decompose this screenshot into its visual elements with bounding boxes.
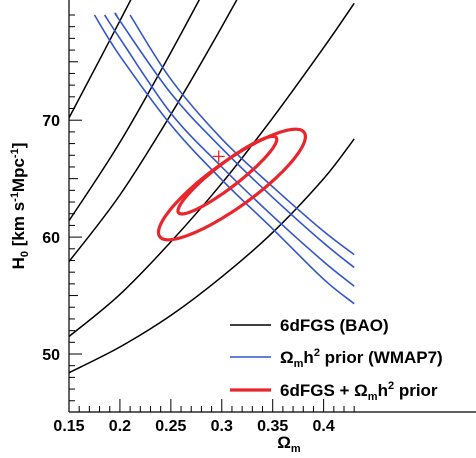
bao-curve-4 — [69, 0, 201, 222]
y-tick-labels: 50 60 70 — [42, 113, 60, 364]
y-axis-title: H0 [km s-1Mpc-1] — [9, 143, 31, 270]
contour-outer — [156, 127, 307, 242]
y-tick-label: 60 — [42, 230, 60, 247]
combined-contours — [156, 127, 307, 242]
x-tick-label: 0.4 — [313, 418, 335, 435]
bao-curve-5 — [69, 0, 132, 119]
wmap-curve-1 — [93, 14, 355, 305]
x-tick-labels: 0.15 0.2 0.25 0.3 0.35 0.4 — [53, 418, 334, 435]
x-tick-label: 0.3 — [211, 418, 233, 435]
wmap-curve-2 — [103, 14, 355, 287]
x-ticks — [68, 399, 355, 412]
axes — [68, 0, 476, 413]
legend-label-wmap: Ωmh2 prior (WMAP7) — [280, 347, 443, 370]
bao-curve-1 — [69, 138, 355, 374]
y-ticks — [69, 14, 82, 402]
x-tick-label: 0.2 — [109, 418, 131, 435]
best-fit-marker — [212, 150, 225, 163]
plot-area — [69, 0, 355, 374]
legend-label-bao: 6dFGS (BAO) — [280, 316, 389, 335]
y-tick-label: 70 — [42, 113, 60, 130]
bao-curve-3 — [69, 0, 238, 263]
y-tick-label: 50 — [42, 347, 60, 364]
wmap-curve-3 — [114, 12, 355, 269]
wmap-prior-curves — [93, 12, 355, 305]
legend-label-combined: 6dFGS + Ωmh2 prior — [280, 380, 438, 403]
x-tick-label: 0.35 — [257, 418, 288, 435]
bao-curve-2 — [69, 2, 355, 338]
x-tick-label: 0.15 — [53, 418, 84, 435]
contour-inner — [176, 134, 279, 216]
x-axis-title: Ωm — [277, 433, 301, 455]
x-tick-label: 0.25 — [155, 418, 186, 435]
wmap-curve-4 — [129, 14, 355, 256]
legend: 6dFGS (BAO) Ωmh2 prior (WMAP7) 6dFGS + Ωmh… — [230, 316, 443, 403]
